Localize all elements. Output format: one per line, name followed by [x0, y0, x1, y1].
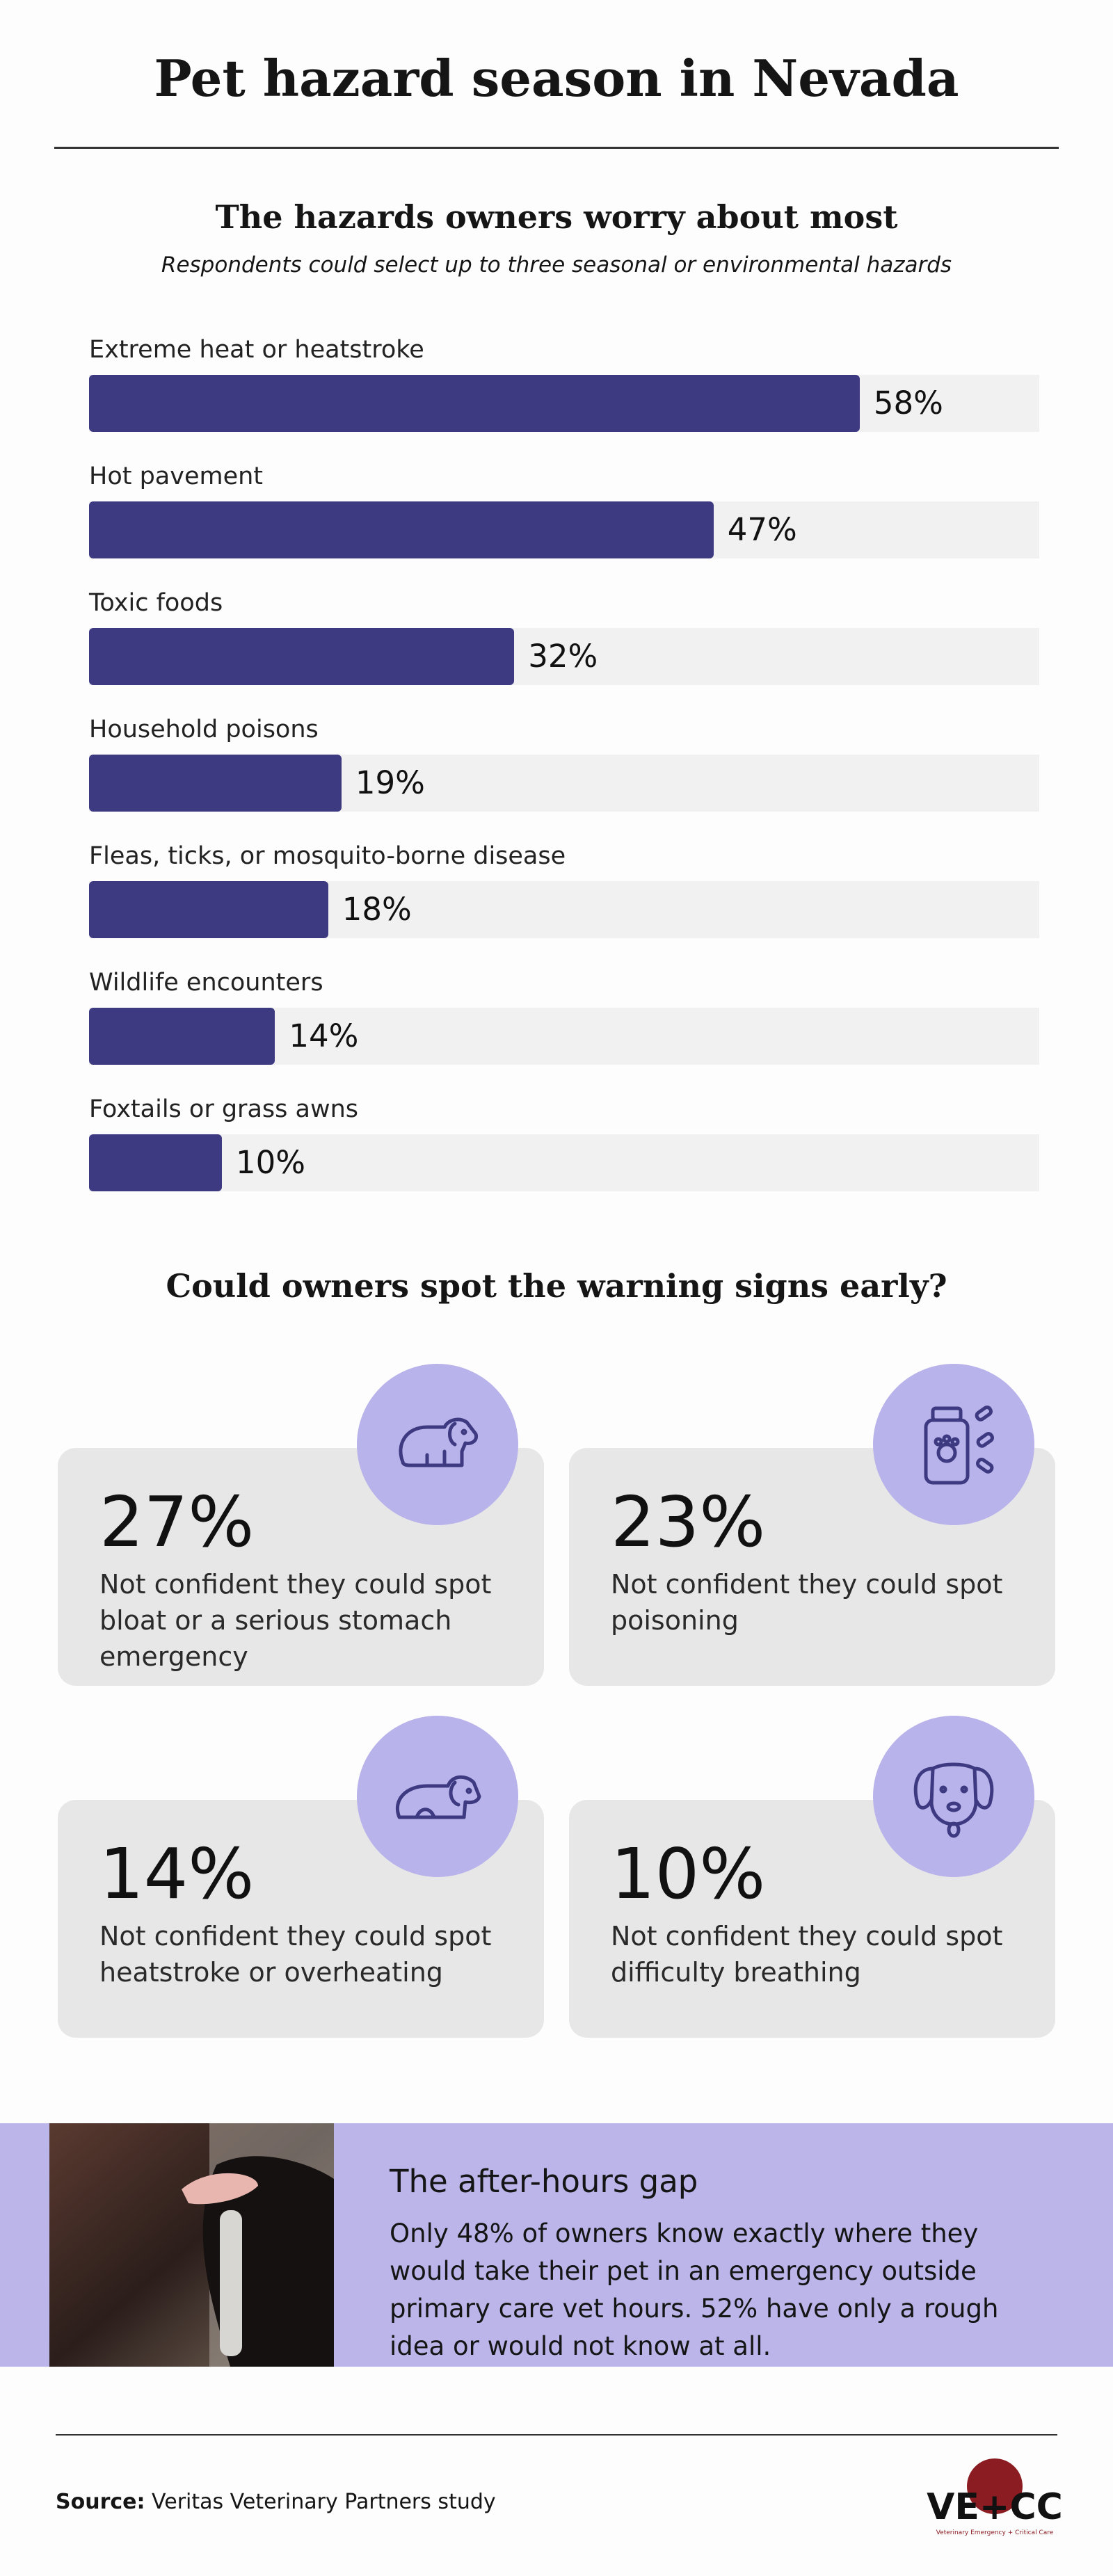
source-text: Veritas Veterinary Partners study [152, 2490, 496, 2514]
divider [56, 2434, 1057, 2436]
section-title: Could owners spot the warning signs earl… [166, 1267, 947, 1305]
dog-icon [399, 1417, 479, 1467]
icon-circle [357, 1716, 518, 1877]
dog-face-icon [913, 1762, 994, 1838]
bar [89, 375, 860, 432]
value-label: 18% [342, 891, 412, 928]
icon-circle [357, 1364, 518, 1525]
source: Source: Veritas Veterinary Partners stud… [56, 2490, 496, 2514]
page-title: Pet hazard season in Nevada [154, 49, 959, 108]
value-label: 47% [727, 511, 797, 548]
logo-subtext: Veterinary Emergency + Critical Care [936, 2529, 1054, 2536]
value-label: 32% [528, 638, 598, 675]
bar-track: 32% [89, 628, 1039, 685]
chart-title: The hazards owners worry about most [215, 198, 898, 236]
logo: VE+CC Veterinary Emergency + Critical Ca… [927, 2458, 1063, 2536]
chart-subtitle: Respondents could select up to three sea… [161, 252, 952, 277]
icon-circle [873, 1716, 1034, 1877]
bar-track: 47% [89, 501, 1039, 558]
bar-label: Toxic foods [89, 589, 223, 617]
bar [89, 755, 342, 812]
bar-track: 10% [89, 1134, 1039, 1191]
callout-photo [49, 2123, 334, 2367]
stat-card: 27% Not confident they could spot bloat … [58, 1448, 544, 1686]
value-label: 10% [236, 1144, 306, 1181]
bar-track: 18% [89, 881, 1039, 938]
callout-text: Only 48% of owners know exactly where th… [390, 2219, 999, 2361]
bar-chart: Extreme heat or heatstroke 58% Hot pavemen… [0, 0, 1113, 1252]
logo-text: VE+CC [927, 2486, 1063, 2528]
bar-label: Wildlife encounters [89, 969, 323, 997]
bar [89, 628, 515, 685]
bar [89, 1134, 222, 1191]
bar-label: Foxtails or grass awns [89, 1095, 358, 1123]
stat-text: Not confident they could spot heatstroke… [99, 1921, 492, 1988]
divider [54, 147, 1059, 149]
bar [89, 501, 714, 558]
bar [89, 881, 328, 938]
bar-label: Fleas, ticks, or mosquito-borne disease [89, 842, 566, 870]
bar [89, 1008, 275, 1065]
stat-value: 27% [99, 1481, 255, 1563]
callout-title: The after-hours gap [390, 2163, 698, 2200]
bar-label: Household poisons [89, 716, 319, 743]
value-label: 19% [355, 764, 425, 801]
bar-track: 19% [89, 755, 1039, 812]
bar-track: 58% [89, 375, 1039, 432]
bar-label: Extreme heat or heatstroke [89, 336, 424, 364]
bar-label: Hot pavement [89, 462, 264, 490]
stat-text: Not confident they could spot poisoning [611, 1569, 1003, 1636]
stat-value: 10% [611, 1833, 766, 1915]
stat-text: Not confident they could spot difficulty… [611, 1921, 1003, 1988]
icon-circle [873, 1364, 1034, 1525]
value-label: 58% [873, 385, 943, 421]
value-label: 14% [289, 1017, 359, 1054]
bar-track: 14% [89, 1008, 1039, 1065]
stat-card: 14% Not confident they could spot heatst… [58, 1800, 544, 2038]
source-label: Source: [56, 2490, 145, 2514]
stat-value: 14% [99, 1833, 255, 1915]
dog-icon [395, 1775, 481, 1819]
medicine-icon [924, 1406, 994, 1485]
stat-text: Not confident they could spot bloat or a… [99, 1569, 492, 1672]
stat-value: 23% [611, 1481, 766, 1563]
